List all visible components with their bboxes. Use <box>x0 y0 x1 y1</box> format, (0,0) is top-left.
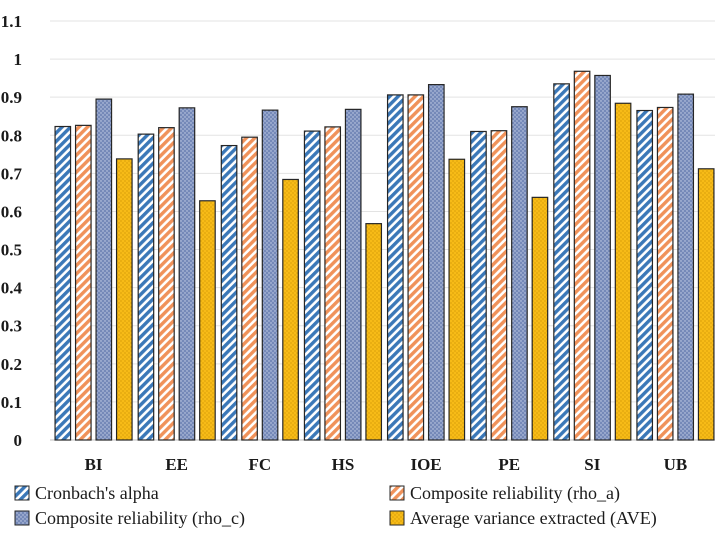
bar-ub-series-3 <box>677 93 695 441</box>
bar-pe-series-4 <box>531 196 549 441</box>
legend-label-3: Composite reliability (rho_c) <box>35 508 245 529</box>
x-tick-label: FC <box>248 455 271 474</box>
bar-si-series-1 <box>553 83 570 441</box>
bar-bi-series-1 <box>54 125 72 441</box>
x-tick-label: EE <box>165 455 188 474</box>
y-tick-label: 0.4 <box>1 279 23 298</box>
bar-pe-series-1 <box>470 130 487 441</box>
bar-fc-series-2 <box>241 136 258 441</box>
bar-fc-series-3 <box>261 109 279 441</box>
x-tick-label: SI <box>584 455 600 474</box>
y-tick-label: 1 <box>14 50 23 69</box>
y-tick-label: 0.8 <box>1 126 22 145</box>
bar-pe-series-2 <box>490 130 508 441</box>
bar-fc-series-4 <box>282 178 299 441</box>
bar-ioe-series-2 <box>407 94 425 441</box>
bar-bi-series-2 <box>74 124 92 441</box>
y-tick-label: 0.5 <box>1 241 22 260</box>
bar-si-series-2 <box>573 70 591 441</box>
y-tick-label: 0.9 <box>1 88 22 107</box>
bar-ioe-series-4 <box>448 158 466 441</box>
x-tick-label: BI <box>85 455 103 474</box>
bar-ioe-series-1 <box>386 94 404 441</box>
bar-fc-series-1 <box>220 144 238 441</box>
bar-bi-series-3 <box>95 98 113 441</box>
bar-ee-series-2 <box>158 127 175 441</box>
bar-ub-series-2 <box>656 106 674 441</box>
bar-pe-series-3 <box>511 106 528 441</box>
legend-swatch-3 <box>14 510 30 526</box>
legend-label-2: Composite reliability (rho_a) <box>410 483 620 504</box>
bar-si-series-3 <box>594 74 611 441</box>
bar-ee-series-1 <box>137 133 155 441</box>
bar-ub-series-4 <box>697 168 715 441</box>
bar-ee-series-3 <box>178 107 196 441</box>
legend-label-1: Cronbach's alpha <box>35 483 159 503</box>
y-tick-label: 0.6 <box>1 202 22 221</box>
bar-ee-series-4 <box>199 200 216 441</box>
y-tick-label: 1.1 <box>1 12 22 31</box>
x-tick-label: IOE <box>410 455 441 474</box>
legend-swatch-2 <box>389 485 405 501</box>
y-tick-label: 0.7 <box>1 164 23 183</box>
bar-si-series-4 <box>614 102 632 441</box>
x-tick-label: HS <box>332 455 355 474</box>
y-tick-label: 0.1 <box>1 393 22 412</box>
bar-bi-series-4 <box>115 158 133 441</box>
bar-ub-series-1 <box>636 109 654 441</box>
legend-swatch-1 <box>14 485 30 501</box>
bar-ioe-series-3 <box>427 84 445 441</box>
y-tick-label: 0 <box>14 431 23 450</box>
legend-swatch-4 <box>389 510 405 526</box>
x-axis: BI EE FC HS IOE PE SI UB <box>85 455 688 474</box>
x-tick-label: PE <box>498 455 520 474</box>
bars <box>54 70 715 441</box>
x-tick-label: UB <box>664 455 688 474</box>
bar-hs-series-2 <box>324 126 342 441</box>
bar-hs-series-4 <box>365 223 383 441</box>
bar-hs-series-3 <box>344 108 362 441</box>
legend: Cronbach's alpha Composite reliability (r… <box>14 483 657 529</box>
bar-hs-series-1 <box>303 130 321 441</box>
legend-label-4: Average variance extracted (AVE) <box>410 508 657 529</box>
y-tick-label: 0.3 <box>1 317 22 336</box>
y-tick-label: 0.2 <box>1 355 22 374</box>
y-axis: 0 0.1 0.2 0.3 0.4 0.5 0.6 0.7 0.8 0.9 1 1.1 <box>1 12 23 450</box>
